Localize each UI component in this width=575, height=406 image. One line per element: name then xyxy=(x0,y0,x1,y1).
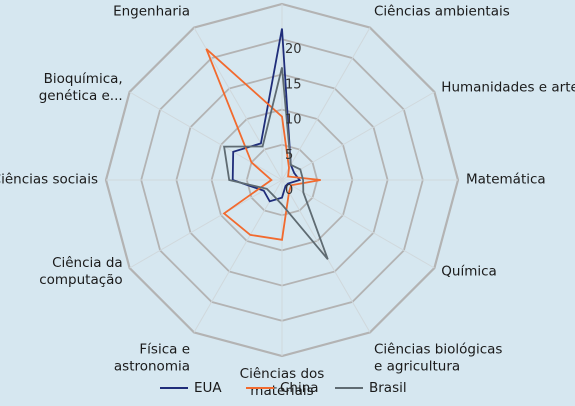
series-line-brasil xyxy=(223,67,329,260)
axis-label: Química xyxy=(441,264,497,280)
spoke xyxy=(193,179,283,333)
tick-labels: 0 5 10 15 20 xyxy=(285,42,302,198)
axis-label: Ciências biológicas e agricultura xyxy=(374,341,502,374)
legend-label-eua: EUA xyxy=(194,380,222,396)
spoke xyxy=(281,91,435,181)
axis-label: Física e astronomia xyxy=(114,341,190,374)
axis-label: Ciências ambientais xyxy=(374,4,510,20)
tick-label: 20 xyxy=(285,42,302,57)
tick-label: 5 xyxy=(285,148,293,163)
spoke xyxy=(281,27,371,181)
spoke xyxy=(129,91,283,181)
series-layer xyxy=(205,28,329,260)
axis-label: Matemática xyxy=(466,172,546,188)
tick-label: 15 xyxy=(285,77,302,92)
axis-label: Engenharia xyxy=(113,4,190,20)
series-line-china xyxy=(205,48,321,241)
series-line-eua xyxy=(231,28,302,203)
axis-label: Humanidades e artes xyxy=(441,80,575,96)
tick-label: 0 xyxy=(285,183,293,198)
spoke xyxy=(129,179,283,269)
axis-label: Bioquímica, genética e... xyxy=(39,71,123,104)
axis-label: Ciência da computação xyxy=(39,255,122,288)
legend-label-china: China xyxy=(280,380,319,396)
spoke xyxy=(281,179,435,269)
radar-spokes xyxy=(106,4,458,356)
axis-label: Ciências sociais xyxy=(0,172,98,188)
legend: EUA China Brasil xyxy=(160,380,407,396)
tick-label: 10 xyxy=(285,113,302,128)
legend-label-brasil: Brasil xyxy=(369,380,407,396)
